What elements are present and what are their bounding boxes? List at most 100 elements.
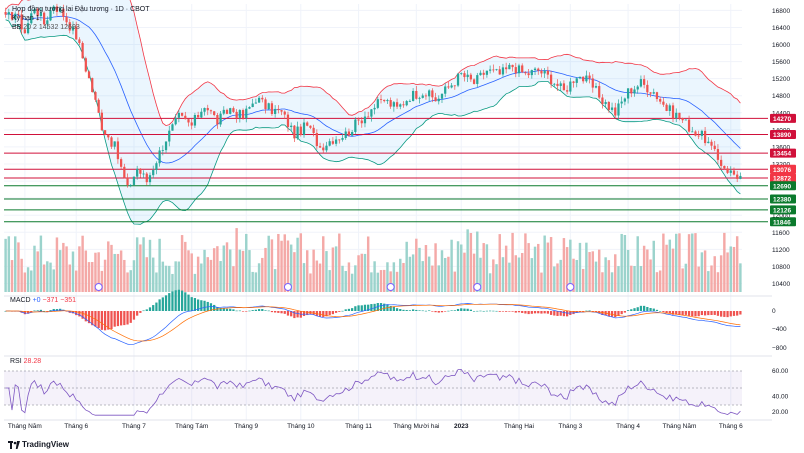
volume-bar <box>334 246 338 292</box>
macd-histogram-bar <box>180 290 184 311</box>
macd-histogram-bar <box>495 310 498 312</box>
candle <box>553 82 556 87</box>
candle <box>39 8 43 21</box>
macd-histogram-bar <box>344 309 347 311</box>
macd-histogram-bar <box>726 311 729 318</box>
level-tag-bg <box>770 130 796 140</box>
candle-body <box>383 99 386 102</box>
candle <box>71 21 75 35</box>
candle <box>649 92 652 98</box>
price-tick-label: 16000 <box>772 42 790 49</box>
candle <box>209 109 213 115</box>
volume-bar <box>283 234 286 292</box>
macd-histogram-bar <box>492 310 495 312</box>
volume-bar <box>482 243 485 292</box>
candle-body <box>594 86 598 88</box>
candle-body <box>81 42 84 59</box>
candle-body <box>569 81 572 92</box>
rsi-line <box>5 368 741 416</box>
candle <box>203 107 206 116</box>
candle <box>315 129 318 150</box>
candle-body <box>402 104 405 106</box>
candle-body <box>290 125 293 128</box>
candle <box>75 21 78 40</box>
macd-histogram-bar <box>184 292 187 311</box>
macd-histogram-bar <box>472 310 476 312</box>
candle <box>395 98 399 109</box>
event-marker-circle <box>283 283 292 291</box>
bb-label[interactable]: BB <box>12 24 22 31</box>
macd-histogram-bar <box>415 309 418 311</box>
volume-bar <box>662 233 665 292</box>
candle <box>530 69 533 79</box>
macd-histogram-bar <box>119 311 123 326</box>
candle <box>49 6 52 22</box>
macd-histogram-bar <box>100 311 103 330</box>
candle <box>235 109 238 123</box>
candle <box>694 130 697 137</box>
tradingview-logo[interactable]: TradingView <box>8 440 69 449</box>
symbol-title[interactable]: Hợp đồng tương lai Đậu tương · 1D · CBOT <box>12 6 150 13</box>
volume-bar <box>594 261 598 292</box>
candle <box>399 103 402 110</box>
macd-histogram-bar <box>107 311 110 330</box>
candle-body <box>582 76 585 82</box>
candle <box>543 68 546 78</box>
candle <box>633 85 636 97</box>
volume-bar <box>344 270 347 292</box>
candle <box>710 139 713 151</box>
volume-bar <box>193 273 197 292</box>
bb-lower-line <box>5 19 741 225</box>
macd-histogram-bar <box>479 310 482 312</box>
macd-histogram-bar <box>139 311 142 313</box>
price-tick-label: 10400 <box>772 281 790 288</box>
candle <box>148 172 152 186</box>
candle <box>254 98 258 104</box>
candle-body <box>739 175 742 179</box>
candle-body <box>633 89 636 94</box>
candle <box>665 103 668 112</box>
volume-bar <box>630 265 633 292</box>
candle-body <box>517 65 521 74</box>
price-tick-label: 13600 <box>772 144 790 151</box>
volume-bar <box>155 272 158 292</box>
candle-body <box>107 134 110 138</box>
volume-bar <box>42 264 46 292</box>
candle-body <box>206 107 209 111</box>
candle-body <box>334 139 338 144</box>
candle <box>264 97 267 114</box>
event-marker <box>473 283 482 291</box>
volume-bar <box>418 247 421 292</box>
level-tag-bg <box>770 113 796 123</box>
volume-bar <box>575 259 578 292</box>
volume-bar <box>347 262 351 292</box>
level-tag-label: 13454 <box>773 151 791 158</box>
volume-bar <box>103 259 107 292</box>
volume-bar <box>687 234 691 292</box>
candle <box>10 11 14 21</box>
candle-body <box>277 108 280 111</box>
volume-bar <box>658 270 662 292</box>
macd-histogram-bar <box>556 311 559 316</box>
candle <box>505 62 508 74</box>
volume-bar <box>110 244 113 292</box>
volume-bar <box>501 257 505 292</box>
macd-label[interactable]: MACD <box>10 297 31 304</box>
macd-histogram-bar <box>466 308 469 311</box>
macd-histogram-bar <box>566 311 569 317</box>
candle <box>739 172 742 180</box>
macd-line <box>5 303 741 346</box>
candle-body <box>373 107 376 110</box>
candle <box>145 172 148 186</box>
macd-histogram-bar <box>659 310 662 312</box>
candle <box>482 69 485 80</box>
candle <box>306 121 309 127</box>
macd-histogram-bar <box>274 311 277 313</box>
candle-body <box>671 105 675 119</box>
macd-histogram-bar <box>739 311 742 315</box>
macd-histogram-bar <box>700 311 704 316</box>
macd-histogram-bar <box>328 311 331 315</box>
candle <box>363 111 367 128</box>
rsi-label[interactable]: RSI <box>10 358 22 365</box>
